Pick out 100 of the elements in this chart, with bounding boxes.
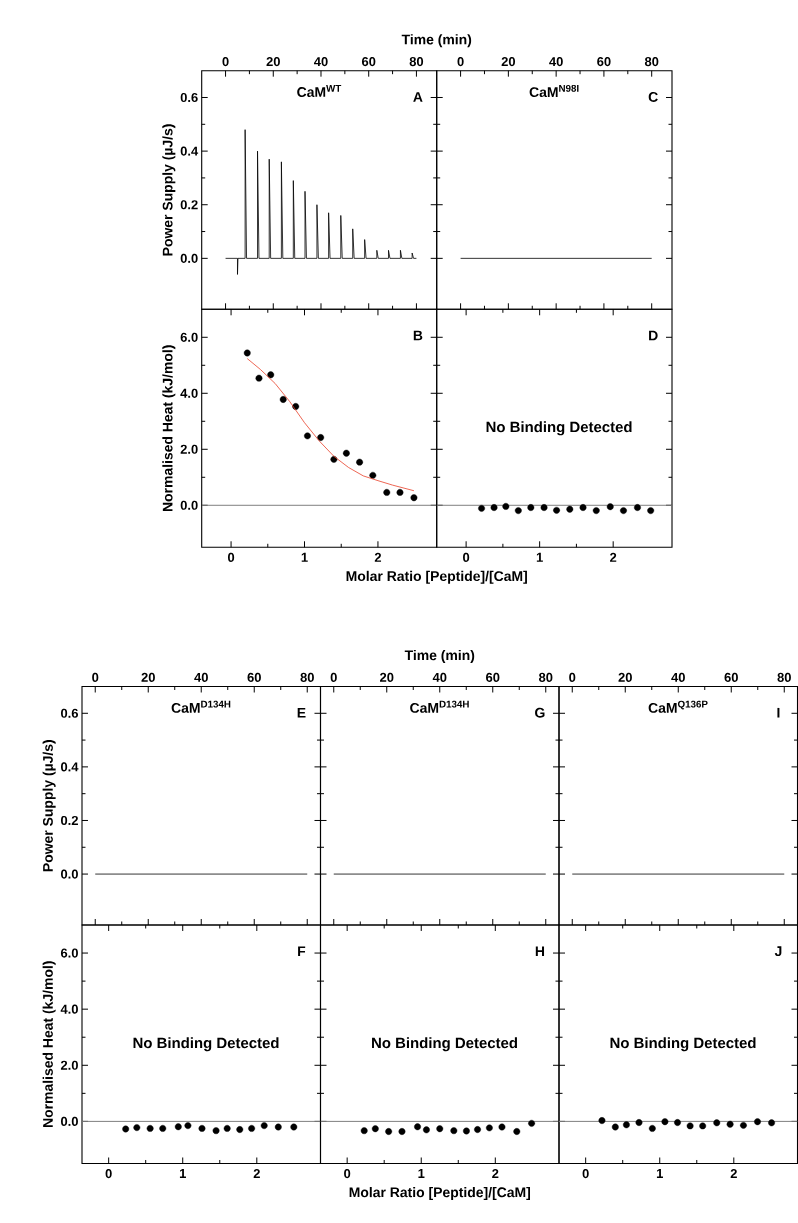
x-tick-label: 80 xyxy=(538,672,553,682)
point xyxy=(243,349,251,357)
y-tick-label: 0.6 xyxy=(180,92,198,103)
point xyxy=(396,489,404,496)
y-tick-label: 0.0 xyxy=(180,500,198,510)
y-tick-label: 0.0 xyxy=(60,869,78,879)
x-tick-label: 60 xyxy=(486,672,500,682)
x-tick-label: 2 xyxy=(253,1169,260,1179)
point xyxy=(463,1127,470,1135)
point xyxy=(661,1118,669,1126)
y-axis-title: Power Supply (µJ/s) xyxy=(42,740,56,872)
x-tick-label: 0 xyxy=(105,1169,112,1179)
annotation: E xyxy=(297,707,306,718)
x-tick-label: 0 xyxy=(569,672,576,682)
x-tick-label: 1 xyxy=(656,1169,663,1178)
x-tick-label: 80 xyxy=(777,672,791,682)
x-tick-label: 40 xyxy=(194,672,208,682)
y-tick-label: 0.4 xyxy=(180,146,199,156)
text: CaM$^{D134H}$ xyxy=(171,700,231,713)
line-series xyxy=(225,129,417,275)
y-tick-label: 4.0 xyxy=(60,1004,78,1014)
annotation: I xyxy=(777,707,780,718)
point xyxy=(371,1125,379,1133)
x-tick-label: 0 xyxy=(222,56,229,67)
text: CaM$^{Q136P}$ xyxy=(648,700,708,713)
y-axis-title: Power Supply (µJ/s) xyxy=(162,124,176,256)
x-tick-label: 20 xyxy=(266,56,280,67)
x-tick-label: 40 xyxy=(549,56,563,67)
x-tick-label: 0 xyxy=(227,552,235,562)
annotation: D xyxy=(649,330,658,341)
point xyxy=(279,396,287,403)
annotation: No Binding Detected xyxy=(133,1037,279,1052)
x-tick-label: 60 xyxy=(724,672,738,682)
point xyxy=(513,1128,521,1135)
y-tick-label: 6.0 xyxy=(60,948,78,958)
point xyxy=(436,1125,444,1133)
annotation: G xyxy=(535,707,545,718)
x-tick-label: 60 xyxy=(361,56,376,67)
y-tick-label: 0.0 xyxy=(60,1116,78,1126)
y-tick-label: 0.4 xyxy=(60,762,79,772)
point xyxy=(255,374,263,382)
x-tick-label: 40 xyxy=(432,672,447,682)
point xyxy=(622,1121,630,1129)
point xyxy=(414,1123,421,1131)
point xyxy=(342,449,350,457)
point xyxy=(267,371,275,379)
x-tick-label: 1 xyxy=(179,1169,186,1178)
x-tick-label: 80 xyxy=(409,56,424,67)
point xyxy=(498,1123,506,1131)
annotation: F xyxy=(298,946,306,957)
x-tick-label: 60 xyxy=(247,672,261,682)
y-tick-label: 2.0 xyxy=(60,1060,78,1070)
x-axis-title: Molar Ratio [Peptide]/[CaM] xyxy=(346,570,527,584)
point xyxy=(410,494,418,502)
x-tick-label: 1 xyxy=(301,552,308,562)
x-tick-label: 2 xyxy=(492,1169,499,1179)
x-tick-label: 1 xyxy=(418,1169,425,1178)
x-tick-label: 0 xyxy=(463,552,470,562)
point xyxy=(598,1117,606,1124)
y-axis-title: Normalised Heat (kJ/mol) xyxy=(162,345,176,512)
point xyxy=(423,1126,430,1134)
point xyxy=(611,1123,619,1131)
x-tick-label: 20 xyxy=(618,672,632,682)
text: CaM$^{WT}$ xyxy=(297,84,342,97)
point xyxy=(754,1118,761,1126)
x-tick-label: 0 xyxy=(92,672,99,682)
y-tick-label: 2.0 xyxy=(180,444,198,454)
x-axis-title: Time (min) xyxy=(404,649,475,663)
y-tick-label: 0.2 xyxy=(180,200,198,210)
point xyxy=(768,1119,775,1127)
y-tick-label: 0.6 xyxy=(60,708,78,718)
x-tick-label: 60 xyxy=(597,56,611,67)
x-axis-title: Molar Ratio [Peptide]/[CaM] xyxy=(349,1187,530,1201)
x-tick-label: 40 xyxy=(313,56,328,67)
x-tick-label: 1 xyxy=(536,552,543,562)
annotation: J xyxy=(774,946,782,957)
point xyxy=(686,1122,694,1130)
x-tick-label: 40 xyxy=(671,672,685,682)
y-tick-label: 4.0 xyxy=(180,388,198,398)
x-tick-label: 20 xyxy=(141,672,155,682)
point xyxy=(383,489,391,496)
x-axis-title: Time (min) xyxy=(401,34,472,48)
point xyxy=(485,1124,493,1132)
y-tick-label: 0.0 xyxy=(180,253,198,263)
point xyxy=(360,1127,368,1135)
y-axis-title: Normalised Heat (kJ/mol) xyxy=(42,961,56,1128)
x-tick-label: 2 xyxy=(374,552,382,562)
point xyxy=(304,432,311,440)
point xyxy=(450,1127,458,1135)
point xyxy=(648,1125,656,1132)
text: CaM$^{D134H}$ xyxy=(410,700,469,713)
text: CaM$^{N98I}$ xyxy=(529,84,579,98)
x-tick-label: 0 xyxy=(344,1169,351,1179)
annotation: A xyxy=(413,92,423,102)
point xyxy=(740,1121,747,1129)
point xyxy=(674,1119,681,1126)
x-tick-label: 0 xyxy=(582,1169,589,1179)
point xyxy=(635,1119,643,1126)
point xyxy=(356,458,363,466)
point xyxy=(385,1128,393,1135)
